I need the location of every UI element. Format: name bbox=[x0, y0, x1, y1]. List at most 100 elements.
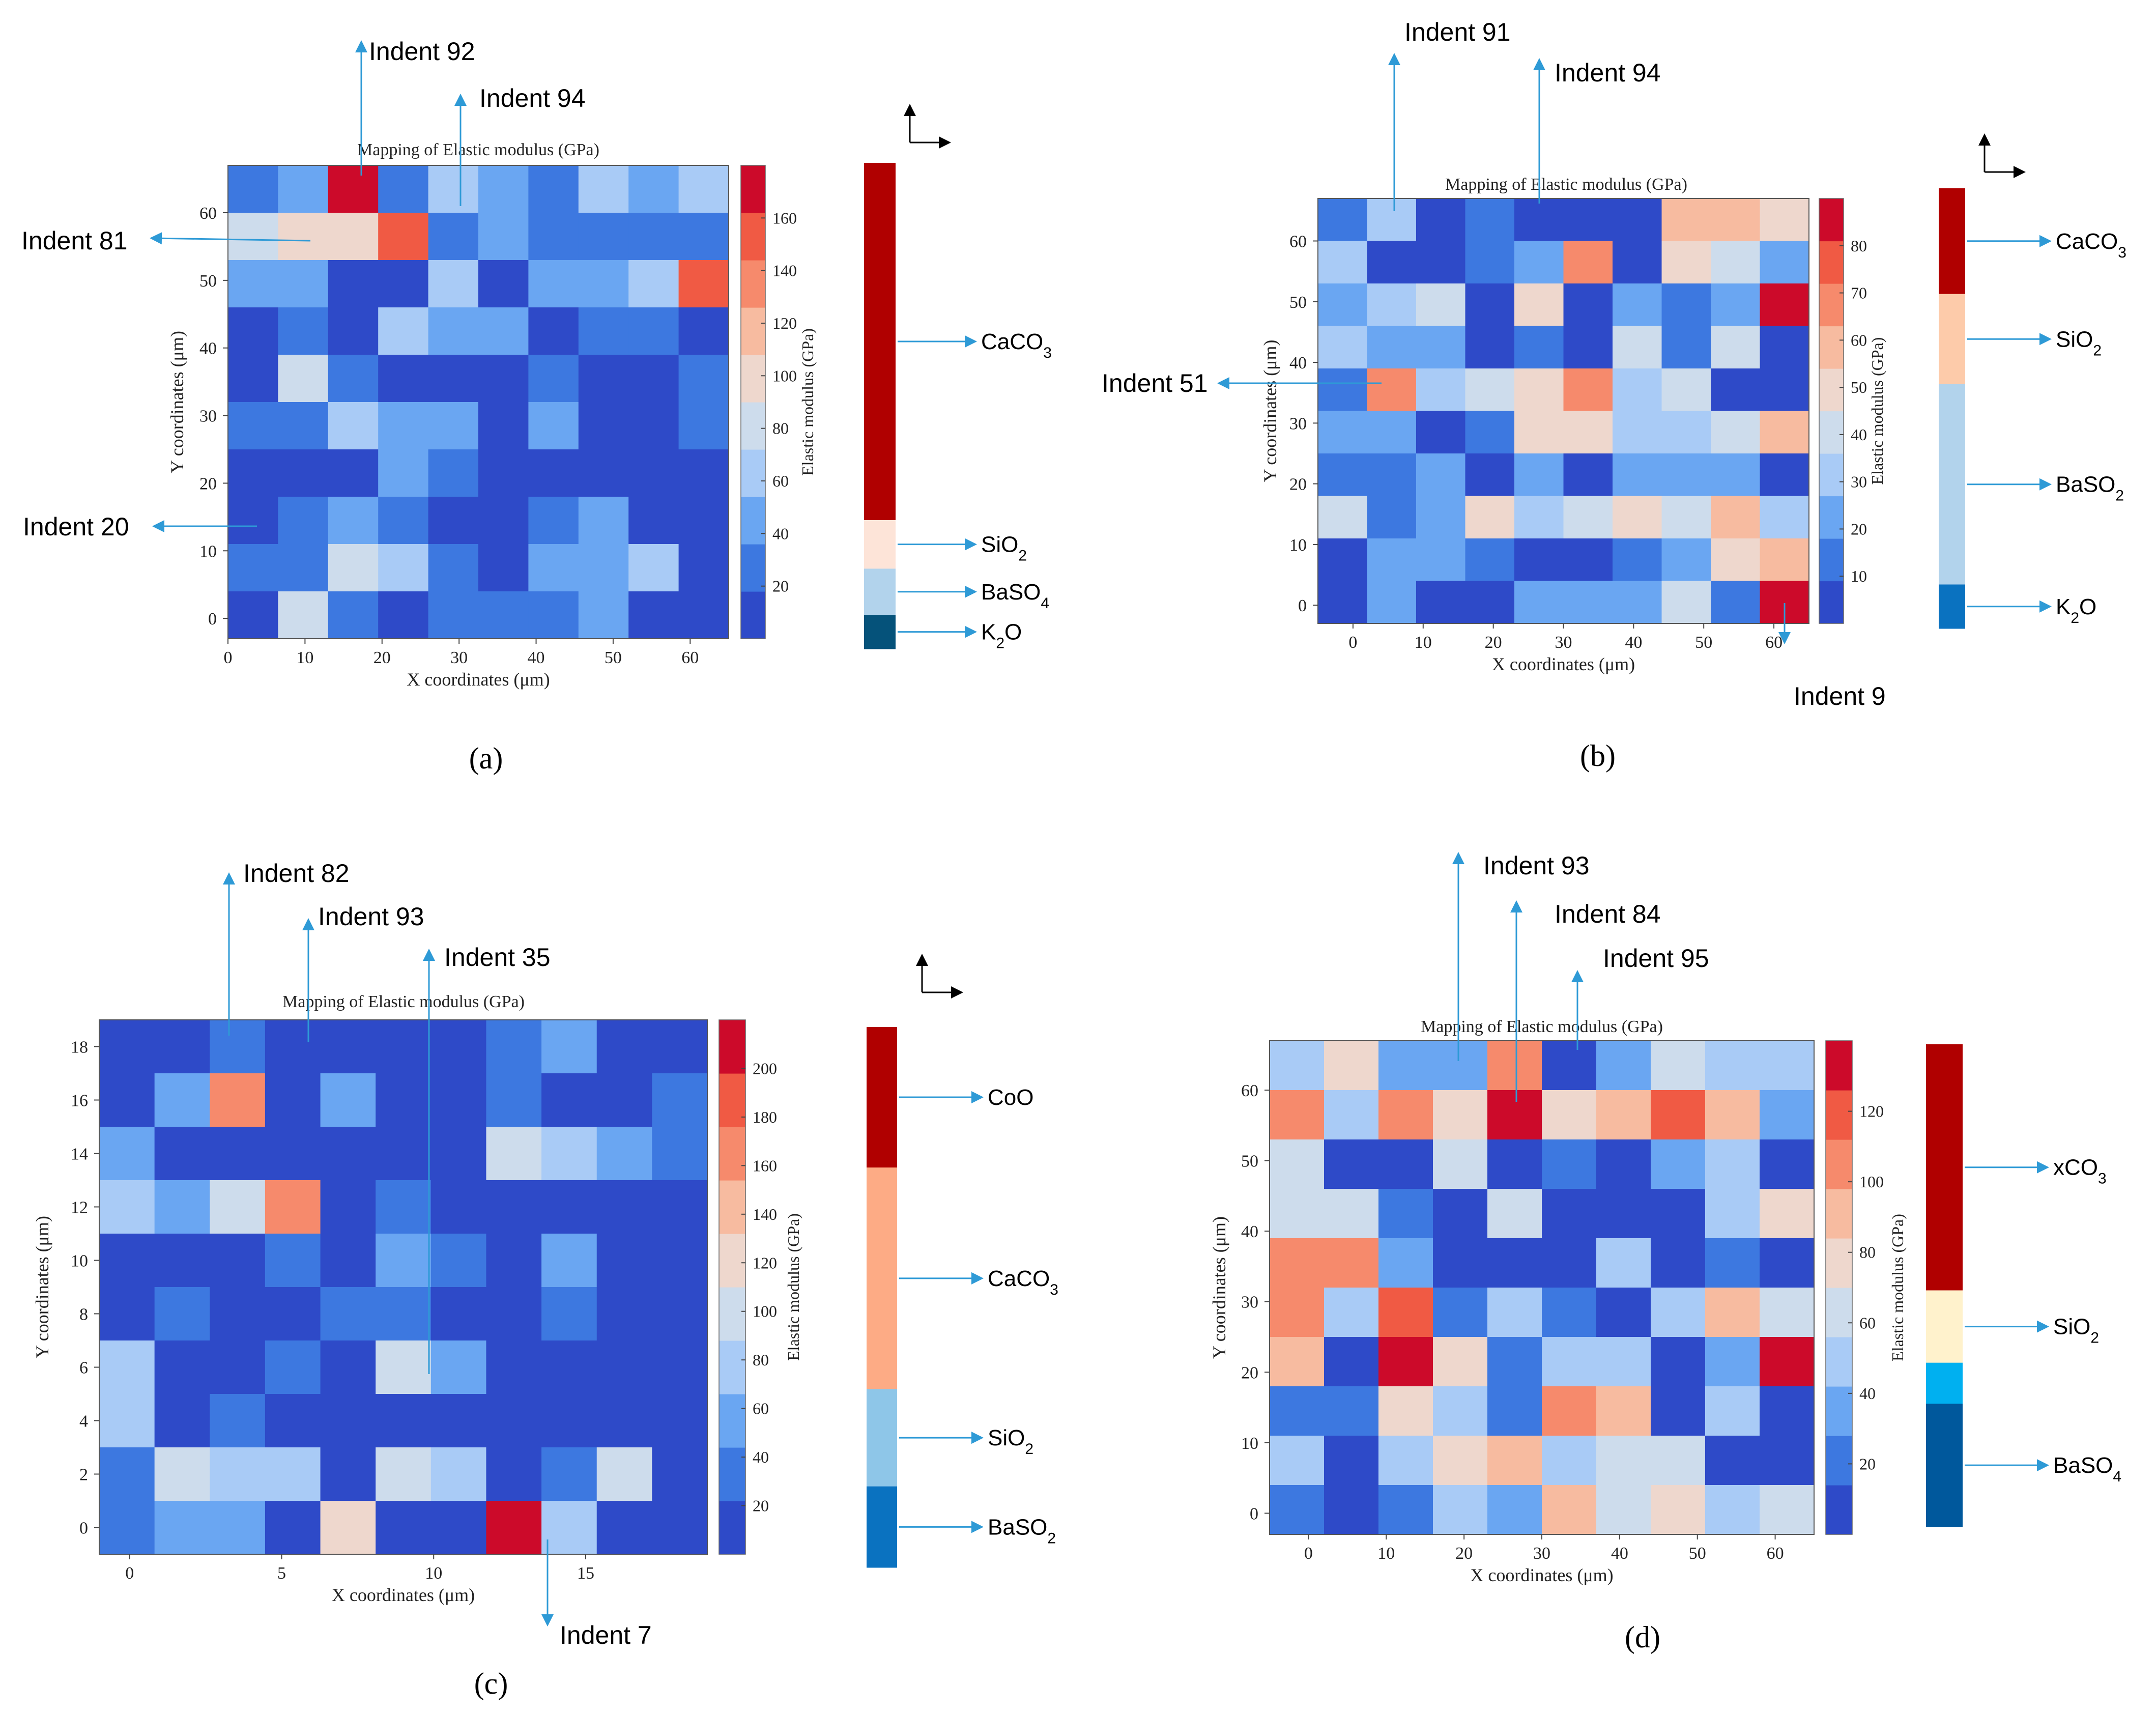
heatmap-cell bbox=[1378, 1337, 1433, 1387]
heatmap-cell bbox=[320, 1287, 376, 1341]
colorbar-tick-label: 20 bbox=[772, 577, 789, 595]
heatmap-cell bbox=[628, 165, 679, 213]
colorbar-band bbox=[1826, 1139, 1852, 1189]
heatmap-cell bbox=[376, 1127, 432, 1181]
heatmap-cell bbox=[578, 402, 629, 450]
heatmap-cell bbox=[328, 497, 379, 545]
heatmap-cell bbox=[278, 544, 329, 592]
heatmap-cell bbox=[1270, 1139, 1325, 1189]
heatmap-cell bbox=[1465, 496, 1515, 539]
x-tick-label: 30 bbox=[1533, 1544, 1550, 1563]
indent-label: Indent 84 bbox=[1555, 900, 1661, 928]
y-axis-label: Y coordinates (μm) bbox=[1260, 340, 1280, 482]
heatmap-cell bbox=[652, 1394, 708, 1448]
indent-label: Indent 81 bbox=[21, 226, 128, 255]
colorbar-frame bbox=[718, 1019, 746, 1555]
heatmap-cell bbox=[478, 355, 529, 403]
x-axis-label: X coordinates (μm) bbox=[332, 1585, 475, 1605]
colorbar-band bbox=[1826, 1041, 1852, 1091]
heatmap-cell bbox=[1367, 538, 1417, 582]
colorbar-tick-label: 60 bbox=[772, 472, 789, 490]
phase-label: SiO2 bbox=[988, 1425, 1033, 1458]
heatmap-cell bbox=[1613, 411, 1662, 454]
heatmap-cell bbox=[1651, 1189, 1706, 1239]
x-tick-label: 60 bbox=[1767, 1544, 1784, 1563]
heatmap-cell bbox=[154, 1287, 210, 1341]
heatmap-cell bbox=[1542, 1189, 1597, 1239]
heatmap-cell bbox=[1318, 496, 1368, 539]
heatmap-cell bbox=[628, 355, 679, 403]
heatmap-cell bbox=[1760, 241, 1809, 284]
heatmap-cell bbox=[1465, 453, 1515, 497]
heatmap-cell bbox=[328, 165, 379, 213]
heatmap-cell bbox=[1563, 538, 1613, 582]
panel-label: (c) bbox=[474, 1667, 508, 1700]
heatmap-cell bbox=[1711, 538, 1761, 582]
colorbar-band bbox=[719, 1073, 745, 1127]
heatmap-cell bbox=[210, 1447, 266, 1501]
colorbar-band bbox=[741, 307, 765, 355]
colorbar-tick-label: 80 bbox=[1859, 1243, 1876, 1262]
heatmap-cell bbox=[1367, 283, 1417, 327]
colorbar-band bbox=[1819, 326, 1844, 369]
chart-title: Mapping of Elastic modulus (GPa) bbox=[1421, 1017, 1663, 1036]
indent-label: Indent 7 bbox=[560, 1621, 652, 1649]
heatmap-cell bbox=[376, 1447, 432, 1501]
indent-label: Indent 9 bbox=[1794, 682, 1886, 710]
phase-legend-layer: CaCO3 SiO2 BaSO4 K2O CaCO3 SiO2 BaSO2 K2O CoO CaC… bbox=[864, 104, 2126, 1568]
colorbar-frame bbox=[740, 165, 766, 639]
colorbar-label: Elastic modulus (GPa) bbox=[798, 328, 817, 476]
heatmap-cell bbox=[1318, 283, 1368, 327]
heatmap-cell bbox=[1318, 538, 1368, 582]
heatmap-cell bbox=[1711, 411, 1761, 454]
heatmap-cell bbox=[1711, 283, 1761, 327]
heatmap-cell bbox=[1651, 1139, 1706, 1189]
heatmap-cell bbox=[99, 1020, 155, 1074]
colorbar-label: Elastic modulus (GPa) bbox=[784, 1213, 802, 1361]
heatmap-cell bbox=[1270, 1386, 1325, 1436]
heatmap-cell bbox=[1651, 1485, 1706, 1535]
colorbar-band bbox=[741, 544, 765, 592]
heatmap-cell bbox=[1760, 368, 1809, 412]
heatmap-cell bbox=[1760, 1189, 1815, 1239]
heatmap-cell bbox=[628, 307, 679, 355]
phase-swatch bbox=[1939, 584, 1965, 629]
indent-label: Indent 20 bbox=[23, 512, 129, 541]
x-axis-label: X coordinates (μm) bbox=[1492, 654, 1635, 674]
heatmap-cell bbox=[1367, 453, 1417, 497]
heatmap-cell bbox=[678, 591, 729, 639]
phase-legend-a: CaCO3 SiO2 BaSO4 K2O bbox=[864, 104, 1052, 652]
colorbar-band bbox=[741, 165, 765, 213]
panel-a: Mapping of Elastic modulus (GPa) 0 10 20 30 4… bbox=[167, 140, 817, 690]
heatmap-cell bbox=[1378, 1041, 1433, 1091]
x-tick-label: 10 bbox=[1415, 633, 1432, 652]
heatmap-cell bbox=[1563, 368, 1613, 412]
heatmap-cell bbox=[652, 1180, 708, 1234]
heatmap-cell bbox=[1711, 453, 1761, 497]
heatmap-cell bbox=[1318, 411, 1368, 454]
colorbar-tick-label: 80 bbox=[772, 419, 789, 438]
heatmap-cell bbox=[378, 355, 429, 403]
heatmap-cell bbox=[1367, 581, 1417, 624]
heatmap-cell bbox=[228, 165, 278, 213]
heatmap-cell bbox=[1596, 1337, 1651, 1387]
heatmap-cell bbox=[376, 1394, 432, 1448]
heatmap-cell bbox=[1465, 241, 1515, 284]
heatmap-cell bbox=[541, 1127, 597, 1181]
heatmap-cell bbox=[1651, 1436, 1706, 1486]
y-tick-label: 10 bbox=[71, 1252, 88, 1271]
phase-label: K2O bbox=[981, 620, 1022, 652]
heatmap-cell bbox=[428, 591, 479, 639]
heatmap-cell bbox=[578, 165, 629, 213]
heatmap-cell bbox=[528, 165, 579, 213]
heatmap-cell bbox=[1613, 496, 1662, 539]
heatmap-cell bbox=[1324, 1436, 1379, 1486]
heatmap-cell bbox=[1324, 1238, 1379, 1288]
heatmap-cell bbox=[328, 402, 379, 450]
phase-swatch bbox=[1926, 1362, 1963, 1404]
heatmap-cell bbox=[1596, 1436, 1651, 1486]
heatmap-cell bbox=[265, 1234, 321, 1288]
y-tick-label: 40 bbox=[1241, 1222, 1258, 1241]
phase-label: BaSO4 bbox=[2053, 1453, 2121, 1485]
